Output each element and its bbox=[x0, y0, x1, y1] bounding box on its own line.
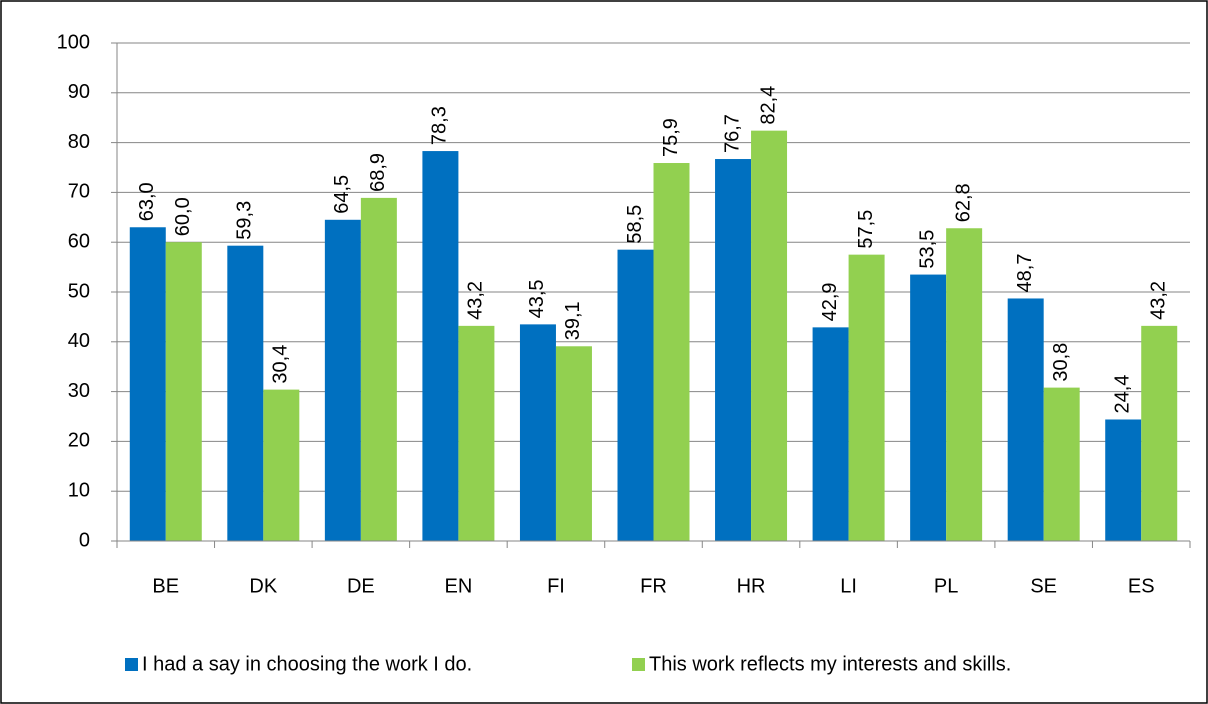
data-label: 43,2 bbox=[1148, 281, 1170, 320]
data-label: 82,4 bbox=[757, 86, 779, 125]
bar bbox=[812, 327, 849, 541]
bar bbox=[653, 163, 690, 541]
y-tick-label: 0 bbox=[79, 529, 90, 551]
bar bbox=[1105, 419, 1142, 541]
legend-label: This work reflects my interests and skil… bbox=[649, 653, 1011, 675]
bar bbox=[555, 346, 592, 541]
data-label: 42,9 bbox=[819, 282, 841, 321]
data-label: 43,2 bbox=[465, 281, 487, 320]
bar bbox=[519, 324, 556, 541]
bar bbox=[1141, 325, 1178, 541]
data-label: 30,4 bbox=[270, 345, 292, 384]
bar bbox=[848, 254, 885, 541]
bar bbox=[910, 274, 947, 541]
data-label: 76,7 bbox=[721, 114, 743, 153]
data-label: 59,3 bbox=[234, 201, 256, 240]
bar bbox=[458, 325, 495, 541]
x-tick-label: SE bbox=[1030, 575, 1057, 597]
legend-label: I had a say in choosing the work I do. bbox=[142, 653, 472, 675]
data-label: 64,5 bbox=[331, 175, 353, 214]
x-tick-label: DK bbox=[249, 575, 277, 597]
data-label: 39,1 bbox=[562, 301, 584, 340]
x-tick-label: HR bbox=[737, 575, 766, 597]
legend-swatch bbox=[125, 658, 138, 671]
data-label: 48,7 bbox=[1014, 254, 1036, 293]
x-tick-label: PL bbox=[934, 575, 958, 597]
bar bbox=[751, 130, 788, 541]
y-tick-label: 70 bbox=[68, 181, 90, 203]
data-label: 63,0 bbox=[136, 182, 158, 221]
legend-swatch bbox=[632, 658, 645, 671]
data-label: 30,8 bbox=[1050, 343, 1072, 382]
data-label: 43,5 bbox=[526, 279, 548, 318]
data-label: 68,9 bbox=[367, 153, 389, 192]
bar bbox=[946, 228, 983, 542]
bar bbox=[617, 249, 654, 542]
y-tick-label: 90 bbox=[68, 81, 90, 103]
data-label: 78,3 bbox=[429, 106, 451, 145]
data-label: 57,5 bbox=[855, 210, 877, 249]
bar bbox=[1043, 387, 1080, 541]
data-label: 60,0 bbox=[172, 197, 194, 236]
x-tick-label: LI bbox=[840, 575, 857, 597]
x-tick-label: EN bbox=[445, 575, 473, 597]
y-tick-label: 40 bbox=[68, 330, 90, 352]
x-tick-label: FR bbox=[640, 575, 667, 597]
y-tick-label: 30 bbox=[68, 380, 90, 402]
bar bbox=[129, 227, 166, 541]
x-tick-label: BE bbox=[152, 575, 179, 597]
data-label: 58,5 bbox=[624, 205, 646, 244]
data-label: 75,9 bbox=[660, 118, 682, 157]
bar bbox=[1007, 298, 1044, 541]
y-tick-label: 50 bbox=[68, 280, 90, 302]
y-tick-label: 20 bbox=[68, 430, 90, 452]
x-tick-label: ES bbox=[1128, 575, 1155, 597]
bar bbox=[263, 389, 300, 541]
y-tick-label: 100 bbox=[57, 31, 90, 53]
bar bbox=[165, 242, 202, 541]
data-label: 24,4 bbox=[1112, 375, 1134, 414]
x-tick-label: DE bbox=[347, 575, 375, 597]
data-label: 53,5 bbox=[916, 230, 938, 269]
y-tick-label: 80 bbox=[68, 131, 90, 153]
y-tick-label: 10 bbox=[68, 479, 90, 501]
bar bbox=[422, 151, 459, 542]
bar bbox=[324, 219, 361, 542]
bar bbox=[227, 245, 264, 541]
x-tick-label: FI bbox=[547, 575, 565, 597]
data-label: 62,8 bbox=[952, 183, 974, 222]
bar bbox=[715, 159, 752, 541]
y-tick-label: 60 bbox=[68, 230, 90, 252]
bar bbox=[360, 197, 397, 542]
